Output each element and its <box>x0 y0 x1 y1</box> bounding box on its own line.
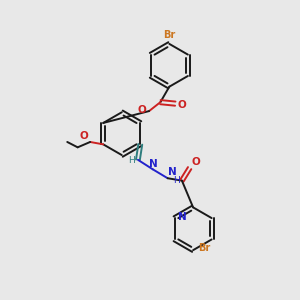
Text: O: O <box>177 100 186 110</box>
Text: Br: Br <box>198 243 210 253</box>
Text: Br: Br <box>163 30 176 40</box>
Text: N: N <box>149 159 158 169</box>
Text: H: H <box>129 156 135 165</box>
Text: N: N <box>178 212 186 223</box>
Text: O: O <box>80 131 89 141</box>
Text: H: H <box>173 176 180 184</box>
Text: O: O <box>138 106 147 116</box>
Text: N: N <box>168 167 177 177</box>
Text: O: O <box>191 157 200 166</box>
